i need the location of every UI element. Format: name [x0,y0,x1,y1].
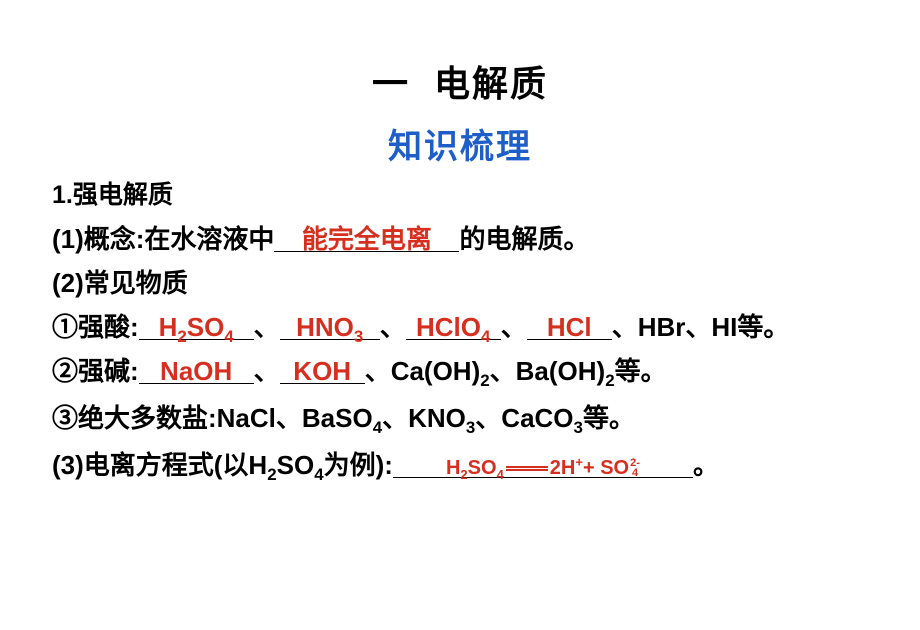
bases-label: ②强碱: [52,356,139,386]
common-substances-label: (2)常见物质 [52,261,880,305]
base-blank-1: NaOH [139,349,254,384]
acids-rest: 、HBr、HI等。 [612,312,790,342]
sep: 、 [254,312,280,342]
acid-answer-1: H2SO4 [159,312,234,342]
sep: 、 [254,356,280,386]
base-blank-2: KOH [280,349,365,384]
acid-blank-4: HCl [527,305,612,340]
salts-label: ③绝大多数盐:NaCl、BaSO [52,403,373,433]
acid-blank-2: HNO3 [280,305,380,340]
bases-rest-b: 、Ba(OH) [490,356,606,386]
base-answer-2: KOH [293,356,351,386]
salts-mid2: 、CaCO [475,403,573,433]
def-prefix: (1)概念:在水溶液中 [52,224,274,254]
title-text: 电解质 [434,63,548,104]
acid-blank-1: H2SO4 [139,305,254,340]
content-area: 1.强电解质 (1)概念:在水溶液中能完全电离的电解质。 (2)常见物质 ①强酸… [0,174,920,490]
ionization-equation-line: (3)电离方程式(以H2SO4为例):H2SO42H++ SO2-4。 [52,443,880,490]
eq-prefix-b: SO [277,450,315,480]
sep: 、 [501,312,527,342]
equals-icon [506,466,548,471]
acid-answer-4: HCl [547,312,592,342]
base-answer-1: NaOH [160,356,232,386]
acid-answer-2: HNO3 [296,312,363,342]
acid-answer-3: HClO4 [416,312,490,342]
eq-answer: H2SO42H++ SO2-4 [446,457,640,479]
eq-prefix-a: (3)电离方程式(以H [52,450,267,480]
title-number: 一 [372,63,410,104]
acid-blank-3: HClO4 [406,305,501,340]
definition-line: (1)概念:在水溶液中能完全电离的电解质。 [52,217,880,261]
eq-suffix: 。 [693,450,719,480]
def-blank: 能完全电离 [274,217,459,252]
bases-rest-a: 、Ca(OH) [365,356,481,386]
eq-prefix-c: 为例): [324,450,393,480]
acids-label: ①强酸: [52,312,139,342]
eq-blank: H2SO42H++ SO2-4 [393,443,693,478]
salts-tail: 等。 [583,403,635,433]
def-suffix: 的电解质。 [459,224,589,254]
bases-rest-c: 等。 [615,356,667,386]
section-heading: 1.强电解质 [52,174,880,217]
page-subtitle: 知识梳理 [0,119,920,168]
salts-line: ③绝大多数盐:NaCl、BaSO4、KNO3、CaCO3等。 [52,396,880,443]
page-title: 一 电解质 [0,55,920,107]
strong-acids-line: ①强酸: H2SO4 、 HNO3 、 HClO4 、 HCl 、HBr、HI等。 [52,305,880,349]
def-answer: 能完全电离 [302,224,432,254]
strong-bases-line: ②强碱:NaOH、KOH、Ca(OH)2、Ba(OH)2等。 [52,349,880,396]
sep: 、 [380,312,406,342]
salts-mid: 、KNO [382,403,466,433]
